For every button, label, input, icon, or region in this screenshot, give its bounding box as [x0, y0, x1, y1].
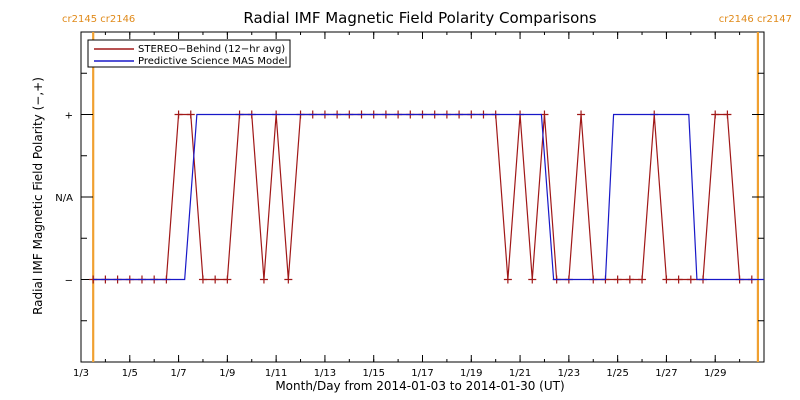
legend-label-stereo: STEREO−Behind (12−hr avg): [138, 44, 285, 55]
x-tick-label: 1/15: [362, 368, 384, 379]
x-tick-label: 1/5: [122, 368, 138, 379]
data-point: [577, 110, 586, 119]
data-point: [211, 275, 220, 284]
data-point: [284, 275, 293, 284]
series-line-stereo: [93, 113, 752, 281]
x-tick-label: 1/21: [509, 368, 531, 379]
data-point: [503, 275, 512, 284]
data-point: [613, 275, 622, 284]
legend-box: [87, 39, 291, 68]
x-tick-label: 1/23: [558, 368, 580, 379]
x-axis-ticks: 1/3 1/5 1/7 1/9 1/11 1/13 1/15 1/17 1/19 1/21 1/23…: [73, 32, 765, 379]
x-tick-label: 1/9: [219, 368, 235, 379]
y-tick-label: +: [65, 111, 73, 122]
data-point: [662, 275, 671, 284]
series-line-mas: [93, 113, 764, 281]
x-tick-label: 1/19: [460, 368, 482, 379]
plot-frame: [80, 31, 765, 363]
data-point: [674, 275, 683, 284]
data-point: [223, 275, 232, 284]
data-point: [625, 275, 634, 284]
x-tick-label: 1/17: [411, 368, 433, 379]
y-axis-label: Radial IMF Magnetic Field Polarity (−,+): [31, 77, 45, 315]
series-layer: [89, 110, 764, 284]
y-tick-label: N/A: [55, 193, 73, 204]
x-tick-label: 1/11: [265, 368, 287, 379]
data-point: [186, 110, 195, 119]
carrington-label: cr2145 cr2146: [62, 14, 135, 25]
data-point: [723, 110, 732, 119]
data-point: [711, 110, 720, 119]
x-tick-label: 1/27: [655, 368, 677, 379]
data-point: [198, 275, 207, 284]
data-point: [638, 275, 647, 284]
legend-label-mas: Predictive Science MAS Model: [138, 56, 287, 67]
x-tick-label: 1/29: [704, 368, 726, 379]
x-tick-label: 1/25: [606, 368, 628, 379]
data-point: [259, 275, 268, 284]
y-tick-label: −: [65, 276, 73, 287]
y-axis-ticks: + N/A −: [55, 72, 764, 322]
x-tick-label: 1/13: [314, 368, 336, 379]
chart-title: Radial IMF Magnetic Field Polarity Compa…: [243, 9, 596, 27]
carrington-label: cr2146 cr2147: [719, 14, 792, 25]
x-axis-label: Month/Day from 2014-01-03 to 2014-01-30 …: [275, 379, 564, 393]
x-tick-label: 1/7: [171, 368, 187, 379]
data-point: [174, 110, 183, 119]
data-point: [686, 275, 695, 284]
data-point: [528, 275, 537, 284]
legend: STEREO−Behind (12−hr avg) Predictive Sci…: [87, 39, 291, 68]
x-tick-label: 1/3: [73, 368, 89, 379]
